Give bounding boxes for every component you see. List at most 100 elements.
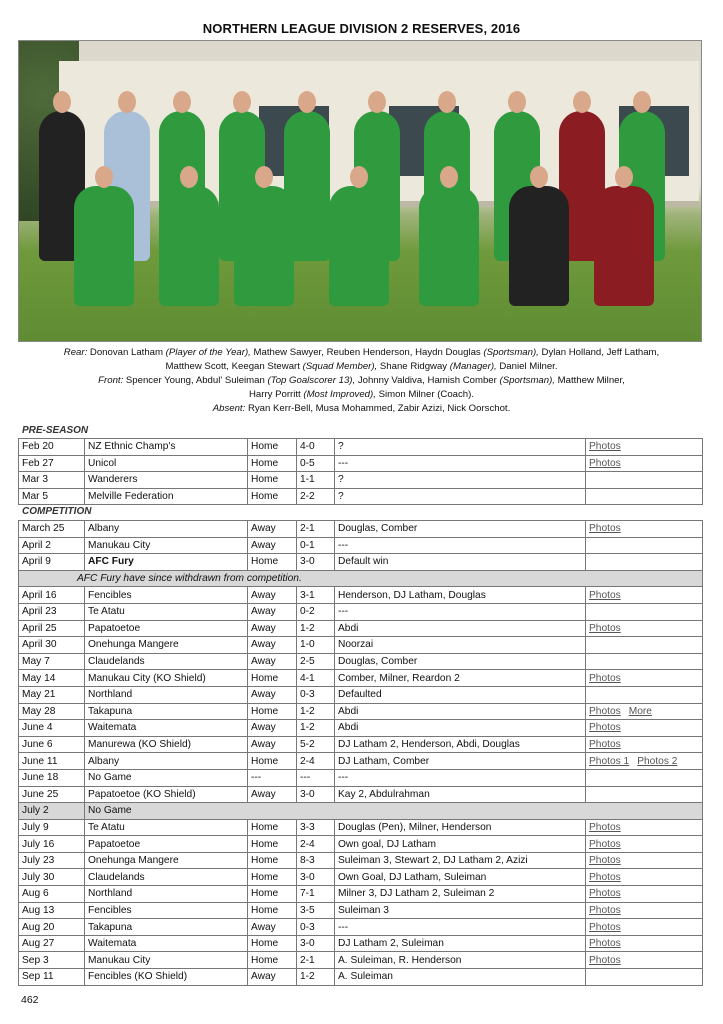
date-cell: July 23 (18, 851, 85, 870)
scorers-cell: --- (334, 768, 586, 787)
photos-link[interactable]: Photos (589, 441, 621, 453)
photos-link[interactable]: Photos (589, 722, 621, 734)
venue-cell: Home (247, 885, 297, 903)
opponent-cell: Claudelands (84, 868, 248, 887)
fixture-row: Mar 5 Melville Federation Home 2-2? (18, 487, 703, 506)
score-cell: 1-2 (296, 968, 335, 986)
photos-link[interactable]: Photos (589, 672, 621, 684)
links-cell (585, 685, 703, 704)
score-cell: 2-2 (296, 487, 335, 506)
fixture-row: June 11 Albany Home 2-4 DJ Latham, Comber Pho… (18, 752, 703, 770)
caption-person: Dylan Holland, (541, 347, 604, 358)
photos-link[interactable]: Photos (589, 904, 621, 916)
fixture-row: Sep 3 Manukau City Home 2-1 A. Suleiman, R. … (18, 951, 703, 970)
links-cell: Photos (585, 586, 703, 604)
score-cell: 0-3 (296, 918, 335, 936)
photos-link[interactable]: Photos (589, 622, 621, 634)
scorers-cell: Kay 2, Abdulrahman (334, 785, 586, 804)
links-cell: Photos (585, 901, 703, 920)
fixture-row: July 2 No Game (18, 802, 703, 820)
fixture-row: May 7 Claudelands Away 2-5 Douglas, Comber (18, 652, 703, 671)
player-figure (594, 166, 654, 306)
fixture-row: July 23 Onehunga Mangere Home 8-3 Suleiman 3… (18, 851, 703, 870)
venue-cell: Home (247, 702, 297, 721)
caption-role: (Sportsman), (499, 375, 555, 386)
photos-link[interactable]: Photos (589, 589, 621, 601)
absent-list: Ryan Kerr-Bell, Musa Mohammed, Zabir Azi… (247, 403, 511, 414)
fixture-row: Feb 20 NZ Ethnic Champ's Home 4-0? Photos (18, 438, 703, 456)
opponent-cell: NZ Ethnic Champ's (84, 438, 248, 456)
scorers-cell: Default win (334, 553, 586, 571)
scorers-cell: Suleiman 3 (334, 901, 586, 920)
photos-link[interactable]: Photos (589, 938, 621, 950)
date-cell: April 9 (18, 553, 85, 571)
photos-link[interactable]: Photos (589, 705, 621, 717)
links-cell: Photos (585, 818, 703, 837)
caption-person: Hamish Comber (427, 375, 497, 386)
photos-link[interactable]: Photos 2 (637, 755, 678, 767)
scorers-cell: DJ Latham 2, Henderson, Abdi, Douglas (334, 735, 586, 754)
date-cell: Feb 27 (18, 454, 85, 473)
links-cell: Photos (585, 885, 703, 903)
photos-link[interactable]: Photos (589, 523, 621, 535)
score-cell: 3-0 (296, 868, 335, 887)
venue-cell: Home (247, 454, 297, 473)
photos-link[interactable]: More (628, 705, 652, 717)
venue-cell: Home (247, 951, 297, 970)
score-cell: 0-5 (296, 454, 335, 473)
caption-person: Johnny Valdiva, (357, 375, 425, 386)
fixture-row: Sep 11 Fencibles (KO Shield) Away 1-2 A. Sul… (18, 968, 703, 986)
links-cell: Photos (585, 951, 703, 970)
scorers-cell: DJ Latham 2, Suleiman (334, 934, 586, 953)
fixture-row: July 30 Claudelands Home 3-0 Own Goal, DJ La… (18, 868, 703, 887)
caption-person: Jeff Latham, (606, 347, 660, 358)
opponent-cell: Onehunga Mangere (84, 851, 248, 870)
photos-link[interactable]: Photos (589, 821, 621, 833)
opponent-cell: Papatoetoe (KO Shield) (84, 785, 248, 804)
links-cell: Photos (585, 934, 703, 953)
fixture-row: Aug 6 Northland Home 7-1 Milner 3, DJ Latham… (18, 885, 703, 903)
venue-cell: Home (247, 901, 297, 920)
player-figure (234, 166, 294, 306)
caption-person: Matthew Milner, (557, 375, 625, 386)
caption-role: (Sportsman), (483, 347, 539, 358)
venue-cell: Away (247, 652, 297, 671)
caption-role: (Manager), (449, 361, 497, 372)
photos-link[interactable]: Photos (589, 457, 621, 469)
links-cell: Photos (585, 438, 703, 456)
date-cell: Sep 11 (18, 968, 85, 986)
photos-link[interactable]: Photos (589, 871, 621, 883)
photos-link[interactable]: Photos (589, 888, 621, 900)
links-cell: Photos (585, 619, 703, 638)
venue-cell: Away (247, 536, 297, 555)
photos-link[interactable]: Photos (589, 954, 621, 966)
photos-link[interactable]: Photos (589, 739, 621, 751)
venue-cell: Away (247, 719, 297, 737)
venue-cell: Away (247, 735, 297, 754)
fixture-row: May 28 Takapuna Home 1-2 Abdi Photos More (18, 702, 703, 721)
venue-cell: Home (247, 934, 297, 953)
links-cell (585, 785, 703, 804)
caption-person: Harry Porritt (249, 389, 301, 400)
date-cell: July 2 (18, 802, 85, 820)
links-cell (585, 471, 703, 489)
date-cell: May 14 (18, 669, 85, 687)
scorers-cell: Own Goal, DJ Latham, Suleiman (334, 868, 586, 887)
date-cell: April 2 (18, 536, 85, 555)
fixture-row: June 18 No Game --- --- --- (18, 768, 703, 787)
venue-cell: --- (247, 768, 297, 787)
scorers-cell: Noorzai (334, 636, 586, 654)
fixture-row: March 25 Albany Away 2-1 Douglas, Comber Phot… (18, 520, 703, 538)
date-cell: June 25 (18, 785, 85, 804)
photos-link[interactable]: Photos (589, 838, 621, 850)
fixture-row: Mar 3 Wanderers Home 1-1? (18, 471, 703, 489)
photos-link[interactable]: Photos (589, 921, 621, 933)
venue-cell: Home (247, 487, 297, 506)
links-cell: Photos (585, 669, 703, 687)
date-cell: April 25 (18, 619, 85, 638)
photos-link[interactable]: Photos 1 (589, 755, 630, 767)
venue-cell: Away (247, 968, 297, 986)
opponent-cell: Waitemata (84, 934, 248, 953)
photos-link[interactable]: Photos (589, 855, 621, 867)
score-cell: 1-2 (296, 702, 335, 721)
